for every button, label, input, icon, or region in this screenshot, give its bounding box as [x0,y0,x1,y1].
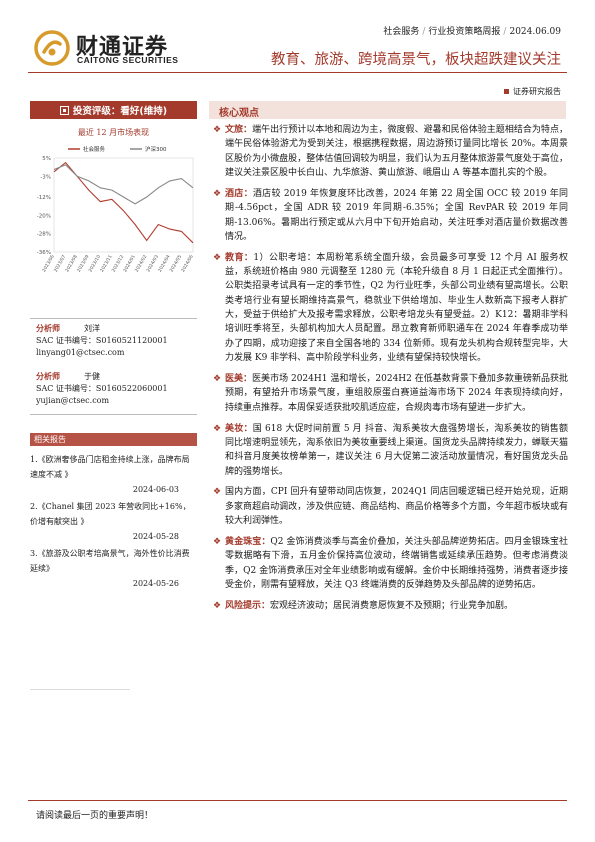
core-paragraph: ❖ 教育：1）公职考培：本周粉笔系统全面升级，会员最多可享受 12 个月 AI 服… [213,251,568,366]
disclaimer-note: 请阅读最后一页的重要声明！ [36,811,154,821]
core-paragraph: ❖ 美妆：国 618 大促时间前置 5 月 抖音、淘系美妆大盘强势增长，淘系美妆的… [213,422,568,479]
chart-y-ticks: 5% -3% -12% -20% -28% -36% [37,156,51,256]
diamond-bullet-icon: ❖ [213,536,222,547]
y-tick-label: -28% [37,232,51,238]
paragraph-text: Q2 金饰消费淡季与高金价叠加，关注头部品牌逆势拓店。四月金银珠宝社零数据略有下… [225,536,568,590]
analyst-sac: SAC 证书编号：S0160522060001 [36,384,168,393]
related-reports-header: 相关报告 [30,433,197,446]
chart-frame [53,157,194,253]
market-performance-chart: 5% -3% -12% -20% -28% -36% 2023/062023/072023… [37,145,195,273]
paragraph-text: 端午出行预计以本地和周边为主，微度假、避暑和民俗体验主题相结合为特点，端午民俗体… [225,125,568,179]
related-report-title[interactable]: 1.《欧洲奢侈品门店租金持续上涨，品牌布局速度不减 》 [30,455,190,479]
diamond-bullet-icon: ❖ [213,374,222,384]
y-tick-label: 5% [42,156,51,162]
paragraph-text: 国 618 大促时间前置 5 月 抖音、淘系美妆大盘强势增长，淘系美妆的销售额同… [225,423,568,477]
related-report-date: 2024-05-26 [132,579,179,588]
analyst-divider [30,414,197,415]
analyst-card: 分析师 刘洋 SAC 证书编号：S0160521120001 linyang01@… [36,322,168,359]
paragraph-text: 宏观经济波动；居民消费意愿恢复不及预期；行业竞争加剧。 [270,600,514,611]
analyst-name: 于健 [84,372,100,381]
related-report-date: 2024-06-03 [132,485,179,494]
chart-legend: 社会服务 沪深300 [68,145,167,153]
report-date: 2024.06.09 [509,27,561,37]
separator: / [503,27,507,37]
core-views-header: 核心观点 [209,101,566,119]
diamond-bullet-icon: ❖ [213,423,222,434]
related-report-title[interactable]: 3.《旅游及公职考培高景气，海外性价比消费延续》 [30,549,190,573]
analyst-card: 分析师 于健 SAC 证书编号：S0160522060001 yujian@cts… [36,370,168,407]
diamond-bullet-icon: ❖ [213,487,222,498]
paragraph-text: 医美市场 2024H1 温和增长，2024H2 在低基数背景下叠加多款重磅新品获… [225,374,568,413]
report-series-label: 行业投资策略周报 [428,27,501,37]
brand-name-cn: 财通证券 [76,35,169,60]
diamond-bullet-icon: ❖ [213,600,222,611]
paragraph-text: 酒店较 2019 年恢复度环比改善，2024 年第 22 周全国 OCC 较 2… [225,188,568,242]
related-reports-list: 1.《欧洲奢侈品门店租金持续上涨，品牌布局速度不减 》 2024-06-03 2… [30,452,197,593]
core-paragraph: ❖ 文旅：端午出行预计以本地和周边为主，微度假、避暑和民俗体验主题相结合为特点，端… [213,123,568,180]
core-views-title: 核心观点 [219,108,259,119]
core-paragraph: ❖ 黄金珠宝：Q2 金饰消费淡季与高金价叠加，关注头部品牌逆势拓店。四月金银珠宝社… [213,535,568,592]
report-type: 证券研究报告 [504,86,561,97]
brand-name-en: CAITONG SECURITIES [77,55,179,65]
rating-bar: 投资评级：看好(维持) [30,101,197,119]
paragraph-label: 风险提示： [225,600,271,611]
chart-grid [53,157,194,253]
diamond-bullet-icon: ❖ [213,188,222,199]
paragraph-label: 酒店： [225,188,253,199]
related-report-item[interactable]: 1.《欧洲奢侈品门店租金持续上涨，品牌布局速度不减 》 2024-06-03 [30,452,197,497]
chart-x-ticks: 2023/062023/072023/082023/092023/102023/… [41,254,195,273]
core-paragraph: ❖ 国内方面，CPI 回升有望带动同店恢复，2024Q1 同店回暖逻辑已经开始兑现… [213,485,568,528]
faint-divider [30,689,130,690]
paragraph-label: 文旅： [225,125,253,135]
chart-lines [53,161,194,244]
analyst-name: 刘洋 [84,324,100,333]
analyst-email[interactable]: linyang01@ctsec.com [36,348,125,357]
diamond-bullet-icon: ❖ [213,252,222,263]
rating-icon [59,105,69,115]
y-tick-label: -12% [37,195,51,201]
paragraph-label: 教育： [225,252,254,263]
legend-label: 社会服务 [83,145,106,153]
paragraph-label: 医美： [225,374,253,384]
chart-title: 最近 12 月市场表现 [77,128,150,137]
y-tick-label: -20% [37,213,51,219]
y-tick-label: -3% [40,174,51,180]
y-tick-label: -36% [37,250,51,256]
core-paragraph: ❖ 医美：医美市场 2024H1 温和增长，2024H2 在低基数背景下叠加多款重… [213,372,568,415]
company-logo: 财通证券 CAITONG SECURITIES [34,28,204,68]
logo-mark-icon [34,30,70,66]
paragraph-text: 1）公职考培：本周粉笔系统全面升级，会员最多可享受 12 个月 AI 服务权益，… [225,252,568,364]
analyst-sac: SAC 证书编号：S0160521120001 [36,336,168,345]
paragraph-label: 黄金珠宝： [225,536,271,547]
analyst-divider [30,318,197,319]
related-report-date: 2024-05-28 [132,532,179,541]
header-divider [28,72,567,73]
related-report-item[interactable]: 2.《Chanel 集团 2023 年营收同比+16%，价增有献突出 》 202… [30,499,197,544]
separator: / [422,27,426,37]
header-meta: 社会服务 / 行业投资策略周报/2024.06.09 [383,24,561,37]
square-bullet-icon [504,89,509,94]
analyst-role: 分析师 [36,371,60,381]
rating-label: 投资评级：看好(维持) [72,106,168,117]
diamond-bullet-icon: ❖ [213,125,222,135]
paragraph-text: 国内方面，CPI 回升有望带动同店恢复，2024Q1 同店回暖逻辑已经开始兑现，… [225,487,568,527]
legend-label: 沪深300 [145,145,167,153]
report-title: 教育、旅游、跨境高景气，板块超跌建议关注 [271,52,561,68]
paragraph-label: 美妆： [225,423,253,434]
related-report-title[interactable]: 2.《Chanel 集团 2023 年营收同比+16%，价增有献突出 》 [30,502,191,526]
industry-label: 社会服务 [383,27,420,37]
footer-divider [28,800,567,801]
analyst-role: 分析师 [36,323,60,333]
analyst-email[interactable]: yujian@ctsec.com [36,396,110,405]
core-views-body: ❖ 文旅：端午出行预计以本地和周边为主，微度假、避暑和民俗体验主题相结合为特点，端… [213,123,568,620]
related-report-item[interactable]: 3.《旅游及公职考培高景气，海外性价比消费延续》 2024-05-26 [30,546,197,591]
core-paragraph: ❖ 风险提示：宏观经济波动；居民消费意愿恢复不及预期；行业竞争加剧。 [213,599,568,613]
core-paragraph: ❖ 酒店：酒店较 2019 年恢复度环比改善，2024 年第 22 周全国 OCC… [213,187,568,244]
series-line-csi300 [53,164,194,205]
report-type-label: 证券研究报告 [513,87,561,96]
